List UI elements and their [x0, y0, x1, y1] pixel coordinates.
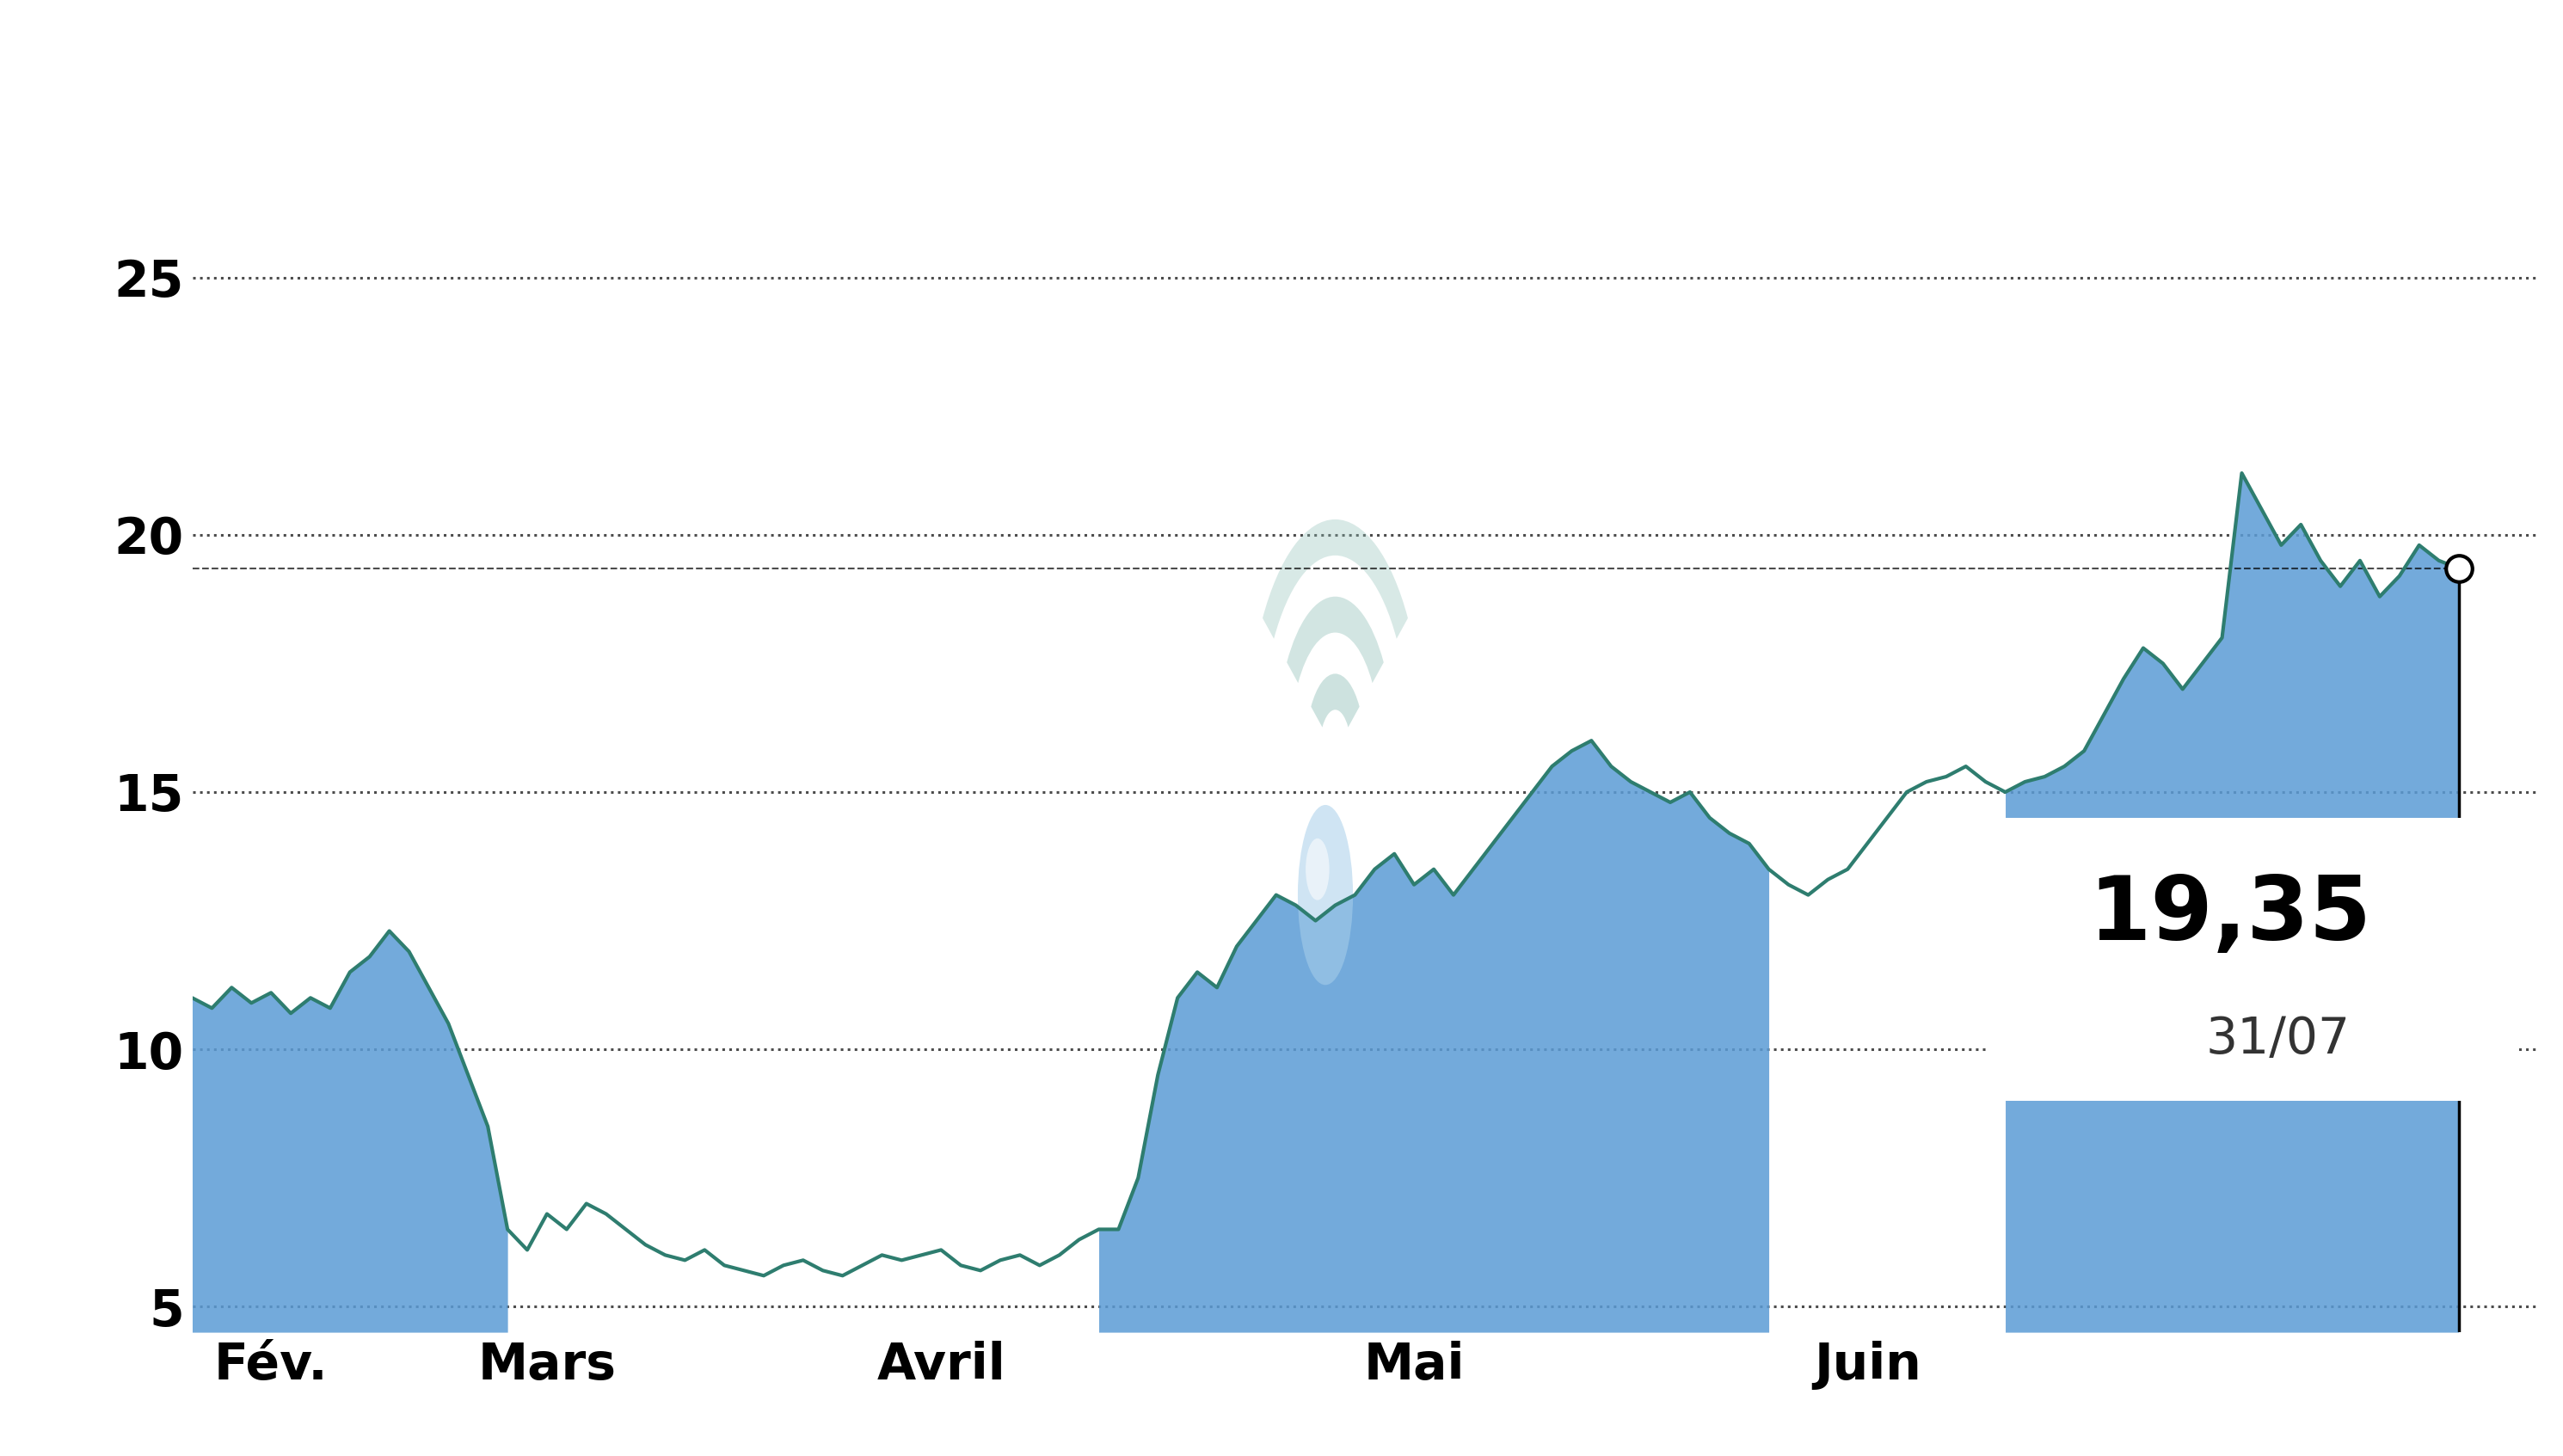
Wedge shape: [1312, 674, 1358, 728]
Ellipse shape: [1297, 805, 1353, 984]
Wedge shape: [1287, 597, 1384, 683]
FancyBboxPatch shape: [1986, 818, 2517, 1101]
Text: 19,35: 19,35: [2089, 872, 2371, 960]
Text: 31/07: 31/07: [2207, 1015, 2350, 1063]
Wedge shape: [1264, 520, 1407, 639]
Ellipse shape: [1305, 839, 1330, 900]
Text: Innodata Inc.: Innodata Inc.: [925, 35, 1638, 128]
